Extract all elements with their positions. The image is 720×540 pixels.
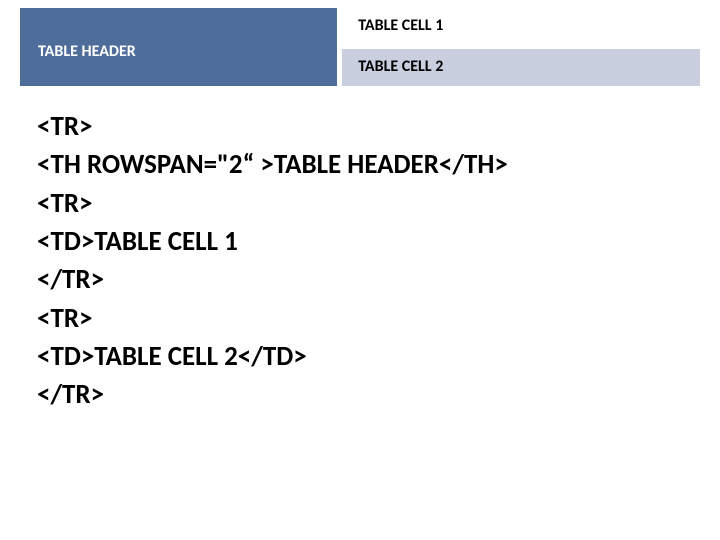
code-line: <TR> [37,108,705,146]
code-line: <TH ROWSPAN="2“ >TABLE HEADER</TH> [37,146,705,184]
table-cell-1: TABLE CELL 1 [342,8,700,45]
code-line: </TR> [37,376,705,414]
slide-container: TABLE HEADER TABLE CELL 1 TABLE CELL 2 <… [0,0,720,540]
code-line: <TR> [37,185,705,223]
table-row: TABLE HEADER TABLE CELL 1 [20,8,700,45]
table-header-cell: TABLE HEADER [20,8,337,86]
code-line: <TR> [37,300,705,338]
table-cell-2: TABLE CELL 2 [342,49,700,86]
code-line: <TD>TABLE CELL 1 [37,223,705,261]
example-table: TABLE HEADER TABLE CELL 1 TABLE CELL 2 [15,4,705,90]
code-line: <TD>TABLE CELL 2</TD> [37,338,705,376]
code-line: </TR> [37,261,705,299]
code-block: <TR><TH ROWSPAN="2“ >TABLE HEADER</TH><T… [15,108,705,415]
